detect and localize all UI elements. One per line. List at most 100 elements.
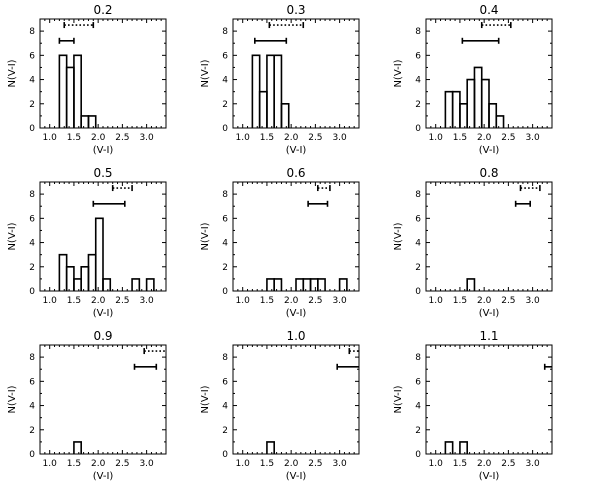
y-tick-label: 8: [222, 27, 228, 37]
histogram-bar: [488, 102, 498, 128]
panel-title: 0.4: [479, 3, 498, 17]
x-tick-label: 1.5: [67, 296, 81, 306]
x-tick-label: 2.5: [501, 459, 515, 469]
x-axis-label: (V-I): [286, 145, 307, 156]
x-axis-label: (V-I): [286, 308, 307, 319]
y-tick-label: 4: [29, 76, 35, 86]
x-tick-label: 2.5: [308, 296, 322, 306]
y-tick-label: 8: [415, 27, 421, 37]
histogram-bar: [495, 115, 505, 128]
histogram-bar: [80, 265, 90, 291]
x-tick-label: 2.5: [115, 459, 129, 469]
panel-0-6: 0.6 1.0 1.5 2.0 2.5 3.0 0 2 4 6 8 (V-I) N(V-I): [200, 166, 360, 319]
y-tick-label: 2: [222, 263, 228, 273]
histogram-bar: [258, 90, 268, 128]
y-tick-label: 6: [415, 214, 421, 224]
x-tick-label: 1.5: [67, 133, 81, 143]
y-axis-label: N(V-I): [7, 59, 18, 87]
histogram-bar: [273, 278, 283, 291]
x-tick-label: 2.0: [91, 459, 106, 469]
y-tick-label: 2: [222, 100, 228, 110]
x-tick-label: 2.5: [501, 133, 515, 143]
x-tick-label: 1.0: [236, 133, 251, 143]
histogram-bar: [65, 66, 75, 128]
histogram-bar: [266, 441, 275, 454]
histogram-bar: [480, 78, 490, 128]
histogram-bar: [466, 278, 476, 291]
plot-frame: [425, 344, 553, 455]
histogram-bar: [131, 278, 141, 291]
y-tick-label: 0: [415, 450, 421, 460]
y-axis-label: N(V-I): [200, 385, 211, 413]
panel-title: 0.9: [93, 329, 112, 343]
y-tick-label: 2: [29, 263, 35, 273]
x-tick-label: 1.0: [43, 459, 58, 469]
x-tick-label: 3.0: [332, 296, 347, 306]
x-tick-label: 2.5: [308, 133, 322, 143]
x-tick-label: 1.0: [236, 296, 251, 306]
y-tick-label: 0: [29, 450, 35, 460]
y-tick-label: 4: [415, 239, 421, 249]
y-axis-label: N(V-I): [393, 222, 404, 250]
plot-frame: [39, 344, 167, 455]
histogram-bar: [317, 278, 326, 291]
y-axis-label: N(V-I): [7, 385, 18, 413]
x-tick-label: 1.0: [429, 133, 444, 143]
y-tick-label: 8: [415, 353, 421, 363]
y-tick-label: 2: [29, 426, 35, 436]
x-tick-label: 3.0: [525, 459, 540, 469]
y-axis-label: N(V-I): [200, 59, 211, 87]
x-tick-label: 1.5: [453, 459, 467, 469]
x-tick-label: 2.0: [91, 296, 106, 306]
y-tick-label: 8: [222, 353, 228, 363]
histogram-bar: [102, 278, 112, 291]
y-tick-label: 6: [222, 214, 228, 224]
panel-0-8: 0.8 1.0 1.5 2.0 2.5 3.0 0 2 4 6 8 (V-I) N(V-I): [393, 166, 553, 319]
y-tick-label: 8: [29, 190, 35, 200]
histogram-bar: [444, 90, 454, 128]
plot-frame: [232, 181, 360, 292]
y-tick-label: 6: [222, 377, 228, 387]
y-tick-label: 6: [29, 214, 35, 224]
y-tick-label: 0: [29, 124, 35, 134]
y-tick-label: 2: [415, 100, 421, 110]
y-tick-label: 6: [415, 51, 421, 61]
y-tick-label: 6: [29, 377, 35, 387]
x-tick-label: 1.5: [260, 133, 274, 143]
x-axis-label: (V-I): [479, 145, 500, 156]
x-tick-label: 1.0: [43, 133, 58, 143]
x-tick-label: 3.0: [525, 296, 540, 306]
y-tick-label: 4: [29, 239, 35, 249]
y-tick-label: 8: [222, 190, 228, 200]
histogram-bar: [80, 115, 90, 128]
x-tick-label: 3.0: [525, 133, 540, 143]
x-tick-label: 2.0: [477, 459, 492, 469]
panel-title: 1.1: [479, 329, 498, 343]
y-tick-label: 0: [222, 287, 228, 297]
x-axis-label: (V-I): [93, 145, 114, 156]
histogram-bar: [302, 278, 312, 291]
histogram-bar: [280, 102, 290, 128]
x-tick-label: 1.5: [453, 296, 467, 306]
x-tick-label: 2.0: [91, 133, 106, 143]
y-axis-label: N(V-I): [7, 222, 18, 250]
histogram-bar: [473, 66, 483, 128]
histogram-bar: [87, 115, 97, 128]
histogram-bar: [459, 441, 468, 454]
plot-frame: [232, 344, 360, 455]
panel-title: 0.6: [286, 166, 305, 180]
y-tick-label: 4: [415, 402, 421, 412]
histogram-bar: [145, 278, 155, 291]
y-tick-label: 6: [29, 51, 35, 61]
x-axis-label: (V-I): [286, 471, 307, 482]
x-axis-label: (V-I): [93, 308, 114, 319]
histogram-bar: [459, 102, 468, 128]
histogram-bar: [87, 253, 97, 291]
x-tick-label: 1.0: [43, 296, 58, 306]
x-tick-label: 1.0: [429, 296, 444, 306]
y-tick-label: 6: [222, 51, 228, 61]
histogram-bar: [73, 54, 82, 128]
y-tick-label: 0: [29, 287, 35, 297]
x-tick-label: 3.0: [139, 459, 154, 469]
